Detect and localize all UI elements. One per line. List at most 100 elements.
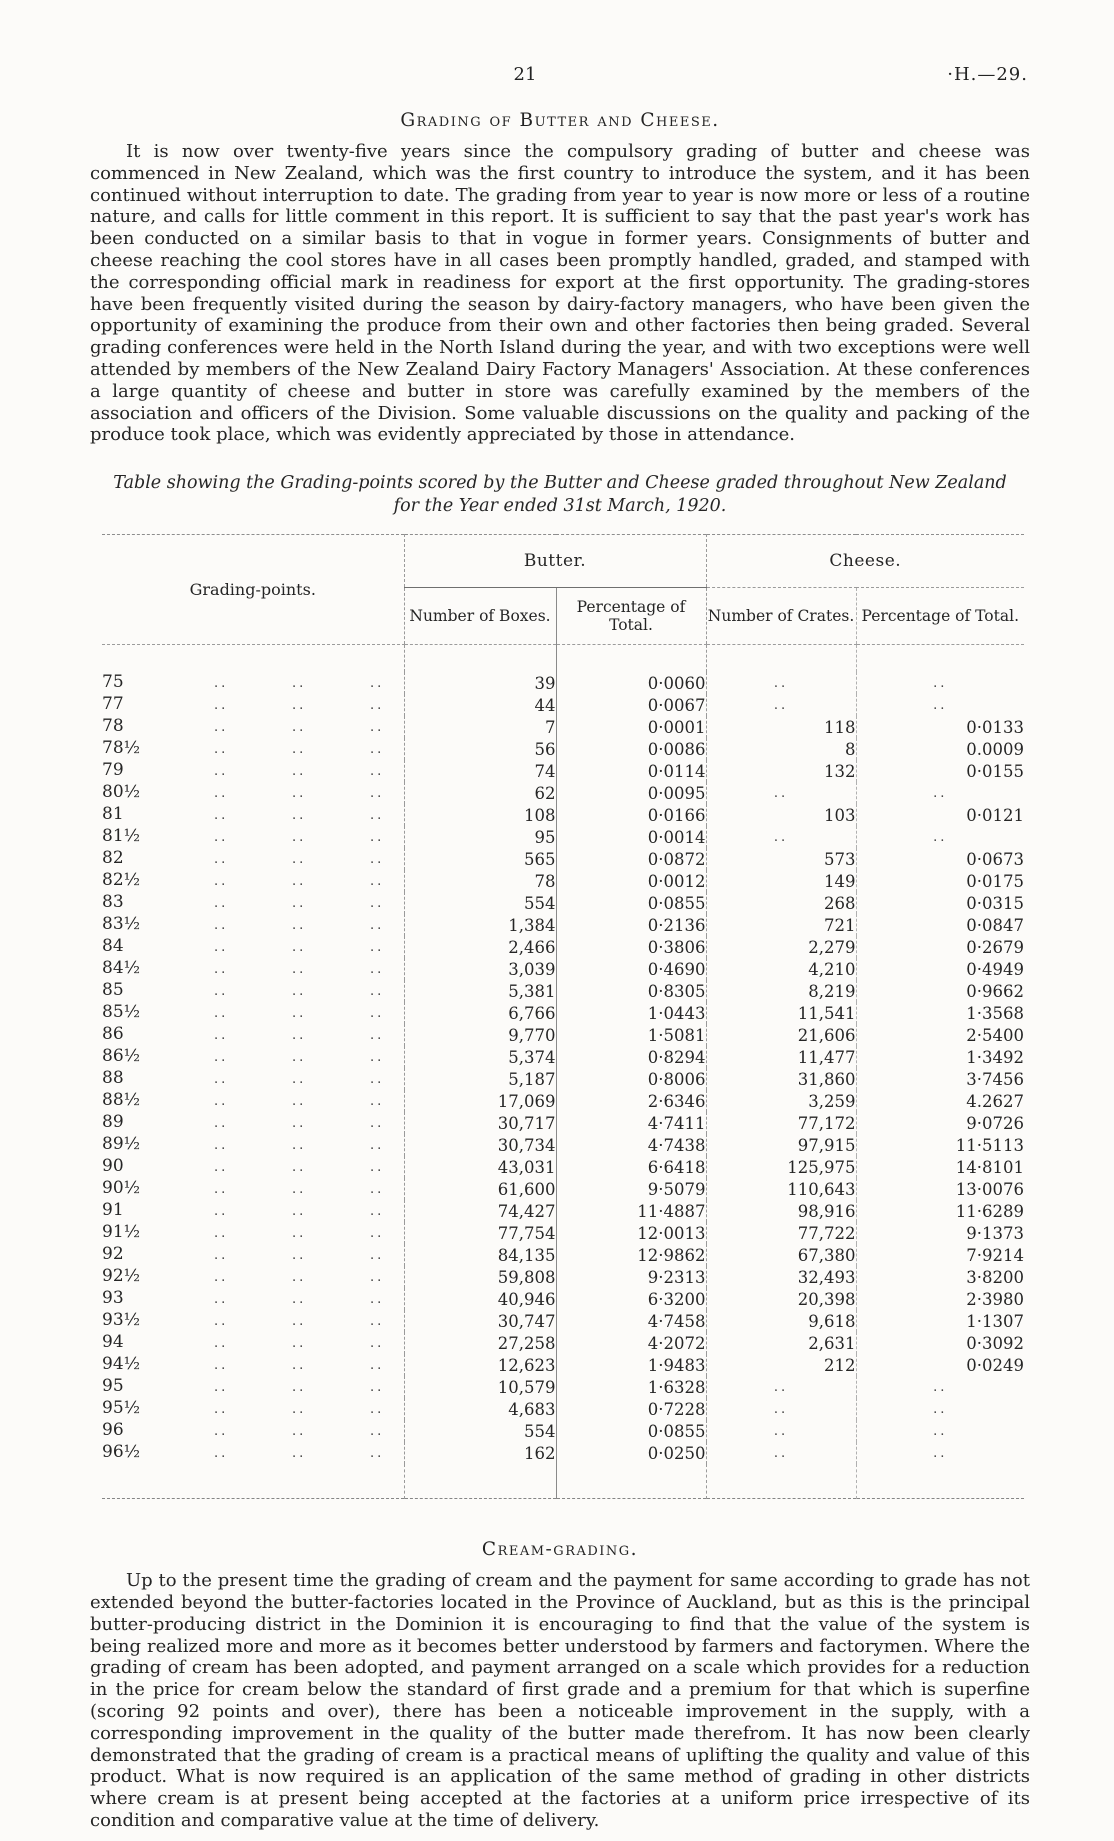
dot-leader: .. <box>370 764 385 780</box>
cheese-percentage-value: 0·0155 <box>855 760 1025 783</box>
cheese-crates-value: 212 <box>705 1354 857 1377</box>
table-row: 85...... 5,381 0·8305 8,219 0·9662 <box>102 980 1025 1003</box>
butter-boxes-value: 74,427 <box>403 1200 556 1223</box>
table-row: 80½...... 62 0·0095.... <box>102 782 1025 805</box>
dot-leader: .. <box>292 1006 307 1022</box>
section-heading-grading: Grading of Butter and Cheese. <box>400 110 720 131</box>
dot-leader: .. <box>370 1182 385 1198</box>
butter-boxes-value: 12,623 <box>403 1354 556 1377</box>
dot-leader: .. <box>214 1402 229 1418</box>
dot-leader: .. <box>292 852 307 868</box>
dot-leader: .. <box>370 1094 385 1110</box>
butter-percentage-value: 12·0013 <box>555 1222 707 1245</box>
butter-boxes-value: 554 <box>403 892 556 915</box>
cheese-percentage-value: 0·3092 <box>855 1332 1025 1355</box>
butter-boxes-value: 84,135 <box>403 1244 556 1267</box>
page-header: 21 ·H.—29. <box>90 64 1030 90</box>
cheese-crates-value: .. <box>705 672 857 695</box>
dot-leader: .. <box>370 896 385 912</box>
butter-boxes-value: 2,466 <box>403 936 556 959</box>
butter-percentage-value: 1·6328 <box>555 1376 707 1399</box>
grading-points-value: 81½...... <box>102 826 404 848</box>
dot-leader: .. <box>292 1138 307 1154</box>
butter-percentage-value: 0·0086 <box>555 738 707 761</box>
table-row: 77...... 44 0·0067.... <box>102 694 1025 717</box>
table-row: 94½...... 12,623 1·9483 212 0·0249 <box>102 1354 1025 1377</box>
cheese-percentage-value: 3·8200 <box>855 1266 1025 1289</box>
dot-leader: .. <box>214 1028 229 1044</box>
cheese-percentage-value: .. <box>855 1376 1025 1399</box>
cheese-crates-value: 98,916 <box>705 1200 857 1223</box>
dot-leader: .. <box>214 1380 229 1396</box>
butter-boxes-value: 17,069 <box>403 1090 556 1113</box>
grading-points-value: 84...... <box>102 936 404 958</box>
butter-percentage-value: 0·8006 <box>555 1068 707 1091</box>
grading-points-value: 90...... <box>102 1156 404 1178</box>
cheese-percentage-value: 2·3980 <box>855 1288 1025 1311</box>
butter-boxes-value: 77,754 <box>403 1222 556 1245</box>
table-caption: Table showing the Grading-points scored … <box>90 472 1030 518</box>
cheese-percentage-value: 11·6289 <box>855 1200 1025 1223</box>
butter-percentage-value: 0·2136 <box>555 914 707 937</box>
butter-boxes-value: 9,770 <box>403 1024 556 1047</box>
dot-leader: .. <box>292 918 307 934</box>
dot-leader: .. <box>214 1358 229 1374</box>
dot-leader: .. <box>292 1072 307 1088</box>
grading-points-value: 78½...... <box>102 738 404 760</box>
dot-leader: .. <box>214 1160 229 1176</box>
dot-leader: .. <box>370 1402 385 1418</box>
dot-leader: .. <box>292 1182 307 1198</box>
butter-percentage-value: 1·9483 <box>555 1354 707 1377</box>
butter-boxes-value: 27,258 <box>403 1332 556 1355</box>
butter-percentage-value: 0·3806 <box>555 936 707 959</box>
dot-leader: .. <box>214 830 229 846</box>
dot-leader: .. <box>370 1424 385 1440</box>
dot-leader: .. <box>292 720 307 736</box>
cheese-percentage-value: 14·8101 <box>855 1156 1025 1179</box>
table-row: 79...... 74 0·0114 132 0·0155 <box>102 760 1025 783</box>
cheese-percentage-value: 0·2679 <box>855 936 1025 959</box>
table-row: 93½...... 30,747 4·7458 9,618 1·1307 <box>102 1310 1025 1333</box>
butter-boxes-value: 30,734 <box>403 1134 556 1157</box>
grading-points-value: 77...... <box>102 694 404 716</box>
butter-percentage-value: 0·0114 <box>555 760 707 783</box>
cheese-percentage-value: 11·5113 <box>855 1134 1025 1157</box>
cheese-percentage-value: 4.2627 <box>855 1090 1025 1113</box>
table-row: 90½...... 61,600 9·5079 110,643 13·0076 <box>102 1178 1025 1201</box>
grading-table-body: 75...... 39 0·0060.... 77...... 44 0·0067....… <box>102 644 1025 1465</box>
dot-leader: .. <box>214 698 229 714</box>
dot-leader: .. <box>370 698 385 714</box>
table-row: 81½...... 95 0·0014.... <box>102 826 1025 849</box>
table-row: 78...... 7 0·0001 118 0·0133 <box>102 716 1025 739</box>
grading-points-value: 78...... <box>102 716 404 738</box>
dot-leader: .. <box>214 1182 229 1198</box>
cheese-crates-value: .. <box>705 694 857 717</box>
table-row: 89...... 30,717 4·7411 77,172 9·0726 <box>102 1112 1025 1135</box>
cheese-percentage-value: 0·9662 <box>855 980 1025 1003</box>
cheese-crates-value: 3,259 <box>705 1090 857 1113</box>
cheese-crates-value: 8 <box>705 738 857 761</box>
cheese-percentage-value: .. <box>855 1442 1025 1465</box>
cheese-percentage-value: 7·9214 <box>855 1244 1025 1267</box>
butter-percentage-value: 0·0001 <box>555 716 707 739</box>
butter-boxes-value: 1,384 <box>403 914 556 937</box>
col-header-number-of-crates: Number of Crates. <box>705 587 857 646</box>
grading-table-head: Grading-points. Butter. Cheese. Number o… <box>102 534 1025 646</box>
page-number: 21 <box>513 64 537 85</box>
grading-points-value: 89...... <box>102 1112 404 1134</box>
table-row: 92...... 84,135 12·9862 67,380 7·9214 <box>102 1244 1025 1267</box>
table-row: 96½...... 162 0·0250.... <box>102 1442 1025 1465</box>
butter-boxes-value: 4,683 <box>403 1398 556 1421</box>
table-row: 85½...... 6,766 1·0443 11,541 1·3568 <box>102 1002 1025 1025</box>
dot-leader: .. <box>214 940 229 956</box>
cheese-percentage-value: 2·5400 <box>855 1024 1025 1047</box>
dot-leader: .. <box>214 1072 229 1088</box>
butter-percentage-value: 0·0855 <box>555 892 707 915</box>
dot-leader: .. <box>292 940 307 956</box>
cheese-percentage-value: 0·0315 <box>855 892 1025 915</box>
grading-points-value: 94...... <box>102 1332 404 1354</box>
cheese-percentage-value: 0.0009 <box>855 738 1025 761</box>
table-row: 84...... 2,466 0·3806 2,279 0·2679 <box>102 936 1025 959</box>
dot-leader: .. <box>214 786 229 802</box>
